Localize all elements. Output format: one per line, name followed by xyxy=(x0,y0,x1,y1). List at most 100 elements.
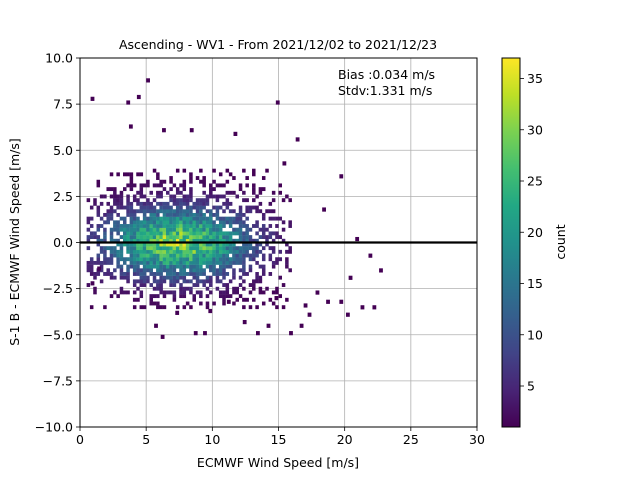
density-bin xyxy=(113,224,117,228)
density-bin xyxy=(179,275,183,280)
density-bin xyxy=(175,253,180,258)
density-bin xyxy=(113,201,117,206)
density-bin xyxy=(149,238,153,243)
density-bin xyxy=(285,242,289,247)
density-bin xyxy=(209,212,213,217)
density-bin xyxy=(139,209,144,214)
density-bin xyxy=(345,312,350,317)
density-bin xyxy=(252,297,256,302)
density-bin xyxy=(192,268,196,273)
density-bin xyxy=(252,253,256,258)
density-bin xyxy=(228,294,233,299)
density-bin xyxy=(179,209,183,214)
density-bin xyxy=(195,242,200,247)
density-bin xyxy=(258,249,263,254)
density-bin xyxy=(232,257,236,262)
density-bin xyxy=(271,238,276,243)
density-bin xyxy=(132,253,137,258)
density-bin xyxy=(255,275,259,280)
density-bin xyxy=(126,249,130,254)
density-bin xyxy=(271,209,276,214)
density-bin xyxy=(126,238,130,243)
density-bin xyxy=(275,257,279,262)
density-bin xyxy=(215,272,220,276)
density-bin xyxy=(126,242,130,247)
density-bin xyxy=(261,268,266,273)
density-bin xyxy=(172,257,177,262)
density-bin xyxy=(142,253,147,258)
density-bin xyxy=(205,209,210,214)
density-bin xyxy=(154,323,158,328)
density-bin xyxy=(113,220,117,225)
colorbar-tick-label: 35 xyxy=(527,71,543,86)
density-bin xyxy=(129,264,134,269)
density-bin xyxy=(175,190,180,195)
density-bin xyxy=(136,286,140,291)
density-bin xyxy=(235,220,239,225)
density-bin xyxy=(129,231,134,236)
density-bin xyxy=(109,272,114,276)
density-bin xyxy=(86,283,91,287)
density-bin xyxy=(252,246,256,251)
density-bin xyxy=(225,235,230,240)
density-bin xyxy=(199,290,203,295)
density-bin xyxy=(149,242,153,247)
density-bin xyxy=(235,246,239,251)
density-bin xyxy=(182,249,187,254)
density-bin xyxy=(129,246,134,251)
density-bin xyxy=(119,205,124,210)
density-bin xyxy=(185,286,190,291)
density-bin xyxy=(129,205,134,210)
density-bin xyxy=(202,268,206,273)
density-bin xyxy=(152,294,157,299)
density-bin xyxy=(238,257,243,262)
density-bin xyxy=(242,198,246,203)
density-bin xyxy=(119,224,124,228)
density-bin xyxy=(182,220,187,225)
density-bin xyxy=(126,205,130,210)
density-bin xyxy=(132,198,137,203)
density-bin xyxy=(238,235,243,240)
density-bin xyxy=(109,238,114,243)
density-bin xyxy=(322,207,326,212)
density-bin xyxy=(218,183,223,188)
density-bin xyxy=(222,183,226,188)
density-bin xyxy=(202,283,206,287)
density-bin xyxy=(255,260,259,265)
density-bin xyxy=(268,235,273,240)
density-bin xyxy=(225,264,230,269)
density-bin xyxy=(268,224,273,228)
density-bin xyxy=(156,253,160,258)
density-bin xyxy=(156,231,160,236)
density-bin xyxy=(129,212,134,217)
density-bin xyxy=(248,253,253,258)
density-bin xyxy=(126,194,130,199)
density-bin xyxy=(182,272,187,276)
density-bin xyxy=(238,220,243,225)
density-bin xyxy=(136,246,140,251)
density-bin xyxy=(205,224,210,228)
density-bin xyxy=(271,198,276,203)
density-bin xyxy=(96,242,101,247)
density-bin xyxy=(175,224,180,228)
density-bin xyxy=(268,272,273,276)
density-bin xyxy=(218,224,223,228)
density-bin xyxy=(179,294,183,299)
density-bin xyxy=(285,257,289,262)
density-bin xyxy=(136,260,140,265)
density-bin xyxy=(189,198,193,203)
density-bin xyxy=(195,253,200,258)
density-bin xyxy=(182,227,187,232)
density-bin xyxy=(159,272,163,276)
density-bin xyxy=(99,249,104,254)
density-bin xyxy=(156,201,160,206)
x-tick-label: 20 xyxy=(337,432,353,447)
density-bin xyxy=(212,264,216,269)
density-bin xyxy=(132,220,137,225)
density-bin xyxy=(238,275,243,280)
density-bin xyxy=(271,264,276,269)
density-bin xyxy=(202,257,206,262)
density-bin xyxy=(169,283,173,287)
density-bin xyxy=(166,264,170,269)
